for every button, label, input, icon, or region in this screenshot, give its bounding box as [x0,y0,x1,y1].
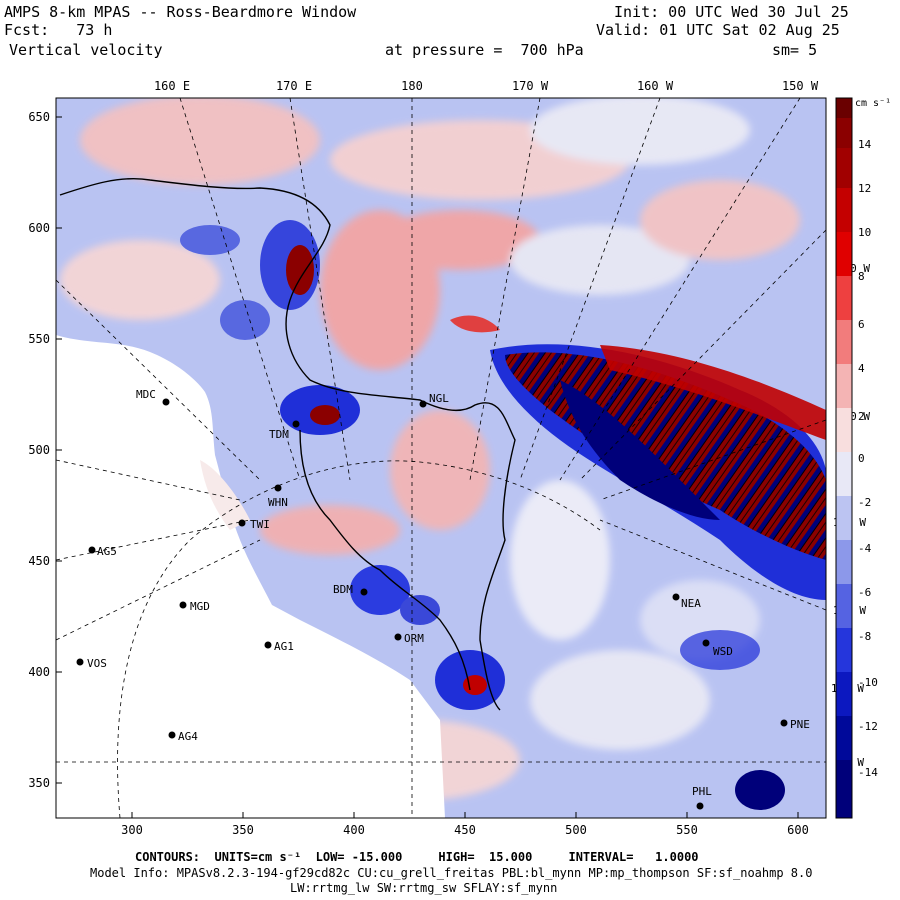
colorbar-tick: 2 [858,410,865,423]
graticule [56,98,826,818]
station-MGD[interactable]: MGD [179,600,210,613]
colorbar-tick: -8 [858,630,871,643]
svg-text:WSD: WSD [713,645,733,658]
colorbar-tick: 10 [858,226,871,239]
lon-label: 170 W [512,79,549,93]
colorbar-tick: 8 [858,270,865,283]
forecast-hour: Fcst: 73 h [4,22,112,39]
model-title: AMPS 8-km MPAS -- Ross-Beardmore Window [4,3,357,21]
station-VOS[interactable]: VOS [76,657,107,670]
gravity-wave-band [450,315,826,810]
fcst-value: 73 h [76,21,113,39]
station-AG1[interactable]: AG1 [264,640,294,653]
x-tick: 500 [565,823,587,837]
y-tick: 500 [28,443,50,457]
x-tick: 550 [676,823,698,837]
colorbar-tick: -2 [858,496,871,509]
svg-text:NGL: NGL [429,392,449,405]
svg-text:AG4: AG4 [178,730,198,743]
x-axis-labels: 300 350 400 450 500 550 600 [121,823,809,837]
fcst-label: Fcst: [4,21,50,39]
svg-text:NEA: NEA [681,597,701,610]
svg-text:AG5: AG5 [97,545,117,558]
svg-text:TWI: TWI [250,518,270,531]
colorbar-tick: -6 [858,586,871,599]
station-ORM[interactable]: ORM [394,632,425,645]
y-tick: 400 [28,665,50,679]
colorbar: cm s⁻¹ 14 12 10 8 6 4 2 0 -2 -4 -6 -8 -1… [835,97,891,819]
colorbar-tick: 12 [858,182,871,195]
station-PHL[interactable]: PHL [692,785,712,810]
field-name: Vertical velocity [9,41,163,59]
station-AG5[interactable]: AG5 [88,545,117,558]
station-AG4[interactable]: AG4 [168,730,199,743]
svg-text:ORM: ORM [404,632,424,645]
station-markers: MDC TDM NGL WHN TWI AG5 MGD AG1 VOS AG4 … [76,388,810,810]
y-tick: 450 [28,554,50,568]
axis-ticks [56,116,799,818]
y-tick: 350 [28,776,50,790]
x-tick: 450 [454,823,476,837]
smoothing: sm= 5 [772,41,818,59]
station-MDC[interactable]: MDC [136,388,170,406]
x-tick: 350 [232,823,254,837]
colorbar-tick: 0 [858,452,865,465]
station-WSD[interactable]: WSD [702,639,733,659]
longitude-labels: 160 E 170 E 180 170 W 160 W 150 W [154,79,819,93]
colorbar-unit: cm s⁻¹ [855,98,891,109]
station-TWI[interactable]: TWI [238,518,270,531]
colorbar-tick: 6 [858,318,865,331]
coastline [59,177,516,711]
svg-text:AG1: AG1 [274,640,294,653]
station-NGL[interactable]: NGL [419,392,450,408]
station-WHN[interactable]: WHN [268,484,288,510]
colorbar-tick: -4 [858,542,872,555]
y-tick: 550 [28,332,50,346]
x-tick: 400 [343,823,365,837]
svg-text:BDM: BDM [333,583,353,596]
colorbar-tick: 14 [858,138,872,151]
svg-text:MDC: MDC [136,388,156,401]
lon-label: 160 W [637,79,674,93]
station-TDM[interactable]: TDM [269,420,300,442]
valid-time: Valid: 01 UTC Sat 02 Aug 25 [596,21,840,39]
mountain-strip [180,220,505,710]
svg-text:VOS: VOS [87,657,107,670]
station-NEA[interactable]: NEA [672,593,702,611]
lon-label: 150 W [782,79,819,93]
contours-info: CONTOURS: UNITS=cm s⁻¹ LOW= -15.000 HIGH… [135,850,699,864]
svg-text:PHL: PHL [692,785,712,798]
map-frame [55,97,827,819]
y-tick: 650 [28,110,50,124]
x-tick: 600 [787,823,809,837]
init-time: Init: 00 UTC Wed 30 Jul 25 [614,3,849,21]
y-tick: 600 [28,221,50,235]
colorbar-tick: -14 [858,766,878,779]
svg-text:WHN: WHN [268,496,288,509]
station-PNE[interactable]: PNE [780,718,810,731]
colorbar-tick: -12 [858,720,878,733]
colorbar-tick: -10 [858,676,878,689]
station-BDM[interactable]: BDM [333,583,368,596]
colorbar-tick: 4 [858,362,865,375]
colorbar-ticks: 14 12 10 8 6 4 2 0 -2 -4 -6 -8 -10 -12 -… [858,138,878,779]
physics-info: LW:rrtmg_lw SW:rrtmg_sw SFLAY:sf_mynn [290,881,558,895]
lon-label: 180 [401,79,423,93]
svg-text:TDM: TDM [269,428,289,441]
lon-label: 170 E [276,79,312,93]
vertical-velocity-field [56,98,826,818]
svg-text:MGD: MGD [190,600,210,613]
x-tick: 300 [121,823,143,837]
pressure-level: at pressure = 700 hPa [385,41,584,59]
lon-label: 160 E [154,79,190,93]
y-axis-labels: 650 600 550 500 450 400 350 [28,110,50,790]
model-info: Model Info: MPASv8.2.3-194-gf29cd82c CU:… [90,866,813,880]
svg-text:PNE: PNE [790,718,810,731]
